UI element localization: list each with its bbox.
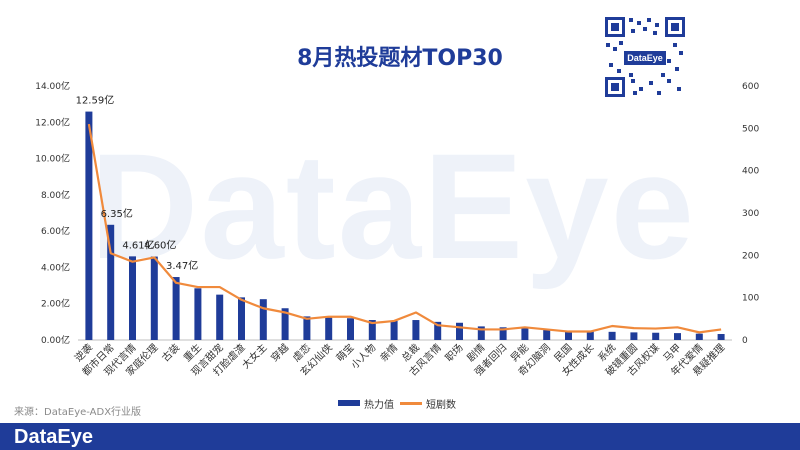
left-tick-label: 0.00亿 bbox=[41, 334, 70, 346]
line-series bbox=[87, 123, 722, 334]
left-tick-label: 2.00亿 bbox=[41, 298, 70, 310]
x-tick-label: 穿越 bbox=[268, 341, 291, 364]
source-note: 来源：DataEye-ADX行业版 bbox=[14, 407, 142, 418]
right-tick-label: 0 bbox=[742, 336, 748, 346]
bar-职场 bbox=[456, 322, 463, 340]
footer-brand: DataEye bbox=[14, 426, 93, 448]
watermark: DataEye bbox=[90, 122, 697, 290]
bar-强者回归 bbox=[499, 327, 507, 340]
bar-奇幻脑洞 bbox=[543, 329, 551, 340]
bar-剧情 bbox=[477, 326, 485, 340]
bar-现言甜宠 bbox=[216, 294, 224, 340]
x-tick-label: 大女主 bbox=[239, 341, 269, 371]
bar-民国 bbox=[565, 330, 572, 340]
right-tick-label: 600 bbox=[742, 82, 759, 92]
legend-swatch-count bbox=[400, 402, 422, 405]
bar-系统 bbox=[608, 331, 616, 340]
bar-小人物 bbox=[368, 320, 376, 340]
bar-古风权谋 bbox=[652, 332, 660, 340]
line-short-drama-count bbox=[87, 123, 722, 334]
bar-破镜重圆 bbox=[630, 332, 638, 340]
bar-古风言情 bbox=[434, 321, 442, 340]
x-tick-label: 亲情 bbox=[377, 341, 400, 364]
left-tick-label: 10.00亿 bbox=[35, 153, 70, 165]
data-label: 6.35亿 bbox=[101, 207, 133, 220]
bar-家庭伦理 bbox=[150, 256, 158, 340]
left-tick-label: 6.00亿 bbox=[41, 225, 70, 237]
data-label: 4.60亿 bbox=[144, 239, 176, 252]
bar-马甲 bbox=[674, 333, 681, 340]
data-label: 12.59亿 bbox=[76, 94, 115, 107]
left-tick-label: 12.00亿 bbox=[35, 116, 70, 128]
bar-年代爱情 bbox=[695, 333, 703, 340]
right-tick-label: 400 bbox=[742, 167, 759, 177]
right-tick-label: 300 bbox=[742, 209, 759, 219]
right-tick-label: 500 bbox=[742, 124, 759, 134]
bar-悬疑推理 bbox=[717, 334, 725, 340]
bar-亲情 bbox=[390, 320, 398, 340]
data-label: 4.61亿 bbox=[122, 238, 154, 251]
bar-异能 bbox=[521, 328, 529, 340]
chart-title: 8月热投题材TOP30 bbox=[297, 46, 503, 71]
left-tick-label: 8.00亿 bbox=[41, 189, 70, 201]
x-tick-label: 古装 bbox=[159, 341, 182, 364]
right-tick-label: 200 bbox=[742, 251, 759, 261]
footer-bar: DataEye bbox=[0, 423, 800, 450]
bar-都市日常 bbox=[107, 224, 115, 340]
data-label: 3.47亿 bbox=[166, 259, 198, 272]
left-tick-label: 14.00亿 bbox=[35, 80, 70, 92]
qr-brand-label: DataEye bbox=[624, 51, 666, 65]
right-tick-label: 100 bbox=[742, 294, 759, 304]
qr-code bbox=[603, 15, 687, 99]
bar-打脸虐渣 bbox=[238, 297, 245, 340]
bar-series bbox=[85, 111, 725, 341]
legend-swatch-heat bbox=[338, 400, 360, 406]
right-axis: 0 100 200 300 400 500 600 bbox=[742, 82, 759, 346]
bar-穿越 bbox=[281, 308, 289, 340]
left-axis: 0.00亿 2.00亿 4.00亿 6.00亿 8.00亿 10.00亿 12.00亿 14.… bbox=[35, 80, 70, 346]
bar-逆袭 bbox=[85, 111, 93, 341]
legend-label-heat: 热力值 bbox=[364, 400, 394, 411]
x-tick-label: 小人物 bbox=[348, 341, 378, 371]
bar-虐恋 bbox=[303, 316, 311, 340]
bar-重生 bbox=[194, 288, 202, 340]
bar-总裁 bbox=[412, 320, 420, 340]
x-tick-label: 职场 bbox=[442, 341, 465, 364]
legend-label-count: 短剧数 bbox=[426, 400, 456, 411]
bar-萌宝 bbox=[347, 318, 354, 340]
bar-玄幻仙侠 bbox=[325, 317, 333, 340]
bar-女性成长 bbox=[586, 331, 594, 340]
bar-现代言情 bbox=[129, 256, 136, 340]
bar-古装 bbox=[172, 277, 180, 340]
left-tick-label: 4.00亿 bbox=[41, 261, 70, 273]
bar-大女主 bbox=[259, 299, 267, 340]
